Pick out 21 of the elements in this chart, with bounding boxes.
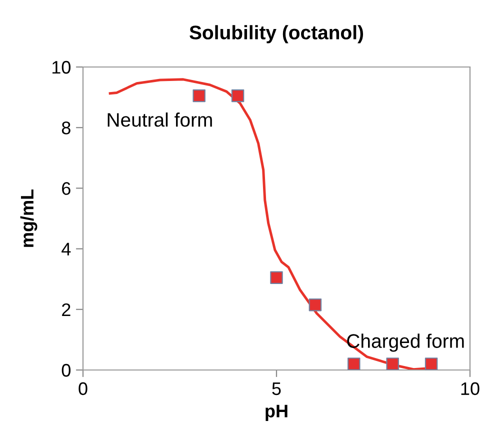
x-tick-label: 5 xyxy=(272,382,281,396)
y-tick-label: 4 xyxy=(62,242,71,256)
point xyxy=(386,358,399,370)
y-tick-label: 2 xyxy=(62,303,70,316)
point xyxy=(348,358,360,370)
annotation: Charged form xyxy=(347,334,464,352)
point xyxy=(308,298,322,312)
y-tick-label: 0 xyxy=(62,364,70,377)
point xyxy=(192,89,206,102)
y-axis-title: mg/mL xyxy=(20,189,38,247)
point xyxy=(424,358,438,370)
point xyxy=(270,271,283,284)
y-tick-label: 10 xyxy=(52,60,70,74)
annotation: Neutral form xyxy=(108,112,212,127)
x-tick-label: 10 xyxy=(461,382,480,396)
y-tick-label: 6 xyxy=(62,182,70,195)
chart-title: Solubility (octanol) xyxy=(190,25,364,44)
x-axis-title: pH xyxy=(266,404,288,422)
point xyxy=(231,89,244,102)
y-tick-label: 8 xyxy=(62,122,70,134)
x-tick-label: 0 xyxy=(78,382,88,396)
